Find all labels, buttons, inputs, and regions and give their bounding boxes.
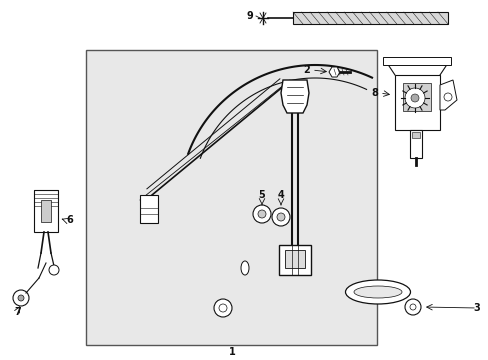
Text: 4: 4 — [277, 190, 284, 200]
Polygon shape — [281, 80, 308, 113]
Bar — [382, 57, 450, 65]
Bar — [402, 83, 430, 111]
Circle shape — [404, 299, 420, 315]
Bar — [279, 245, 310, 275]
Bar — [411, 132, 419, 138]
Ellipse shape — [345, 280, 409, 304]
Bar — [394, 75, 439, 130]
Text: 9: 9 — [246, 11, 252, 21]
Text: 3: 3 — [472, 303, 479, 313]
Circle shape — [13, 290, 29, 306]
Circle shape — [49, 265, 59, 275]
Ellipse shape — [241, 261, 248, 275]
Ellipse shape — [353, 286, 401, 298]
Polygon shape — [328, 67, 339, 77]
Text: 7: 7 — [15, 307, 21, 317]
Circle shape — [252, 205, 270, 223]
Text: 2: 2 — [303, 65, 309, 75]
Circle shape — [258, 210, 265, 218]
Circle shape — [410, 94, 418, 102]
Circle shape — [18, 295, 24, 301]
Bar — [34, 190, 58, 232]
Text: 8: 8 — [370, 88, 377, 98]
Circle shape — [214, 299, 231, 317]
Circle shape — [404, 88, 424, 108]
Text: 5: 5 — [258, 190, 265, 200]
Bar — [140, 195, 158, 223]
Bar — [409, 130, 421, 158]
Circle shape — [271, 208, 289, 226]
Text: 6: 6 — [66, 215, 73, 225]
Bar — [41, 200, 51, 222]
Bar — [292, 12, 447, 24]
Polygon shape — [439, 80, 456, 110]
Circle shape — [276, 213, 285, 221]
Bar — [285, 250, 305, 268]
Bar — [86, 50, 376, 345]
Text: 1: 1 — [228, 347, 235, 357]
